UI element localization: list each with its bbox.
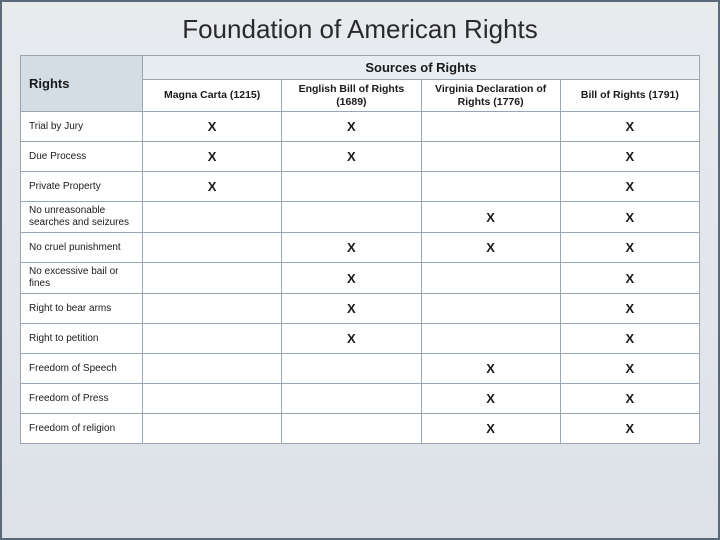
cell-mark: [143, 384, 282, 414]
cell-mark: [421, 263, 560, 294]
cell-mark: X: [560, 263, 699, 294]
row-label: Right to petition: [21, 324, 143, 354]
cell-mark: X: [560, 233, 699, 263]
cell-mark: X: [143, 142, 282, 172]
cell-mark: [143, 294, 282, 324]
cell-mark: X: [282, 324, 421, 354]
row-label: No cruel punishment: [21, 233, 143, 263]
table-row: Trial by JuryXXX: [21, 112, 700, 142]
col-english-bill: English Bill of Rights (1689): [282, 80, 421, 112]
cell-mark: X: [560, 294, 699, 324]
row-label: Freedom of Speech: [21, 354, 143, 384]
table-row: Due ProcessXXX: [21, 142, 700, 172]
cell-mark: [282, 202, 421, 233]
cell-mark: [143, 233, 282, 263]
table-row: Freedom of Speech XX: [21, 354, 700, 384]
row-label: Trial by Jury: [21, 112, 143, 142]
row-label: Freedom of Press: [21, 384, 143, 414]
header-rights: Rights: [21, 56, 143, 112]
table-row: Right to bear arms X X: [21, 294, 700, 324]
cell-mark: X: [421, 384, 560, 414]
cell-mark: [143, 263, 282, 294]
cell-mark: X: [560, 142, 699, 172]
cell-mark: X: [560, 354, 699, 384]
table-row: Freedom of religion XX: [21, 414, 700, 444]
cell-mark: [143, 354, 282, 384]
table-row: Freedom of Press XX: [21, 384, 700, 414]
cell-mark: [143, 202, 282, 233]
cell-mark: [421, 324, 560, 354]
col-magna-carta: Magna Carta (1215): [143, 80, 282, 112]
cell-mark: [421, 294, 560, 324]
table-row: Private PropertyXX: [21, 172, 700, 202]
table-row: No unreasonable searches and seizures XX: [21, 202, 700, 233]
cell-mark: X: [282, 233, 421, 263]
cell-mark: X: [560, 112, 699, 142]
row-label: No unreasonable searches and seizures: [21, 202, 143, 233]
cell-mark: X: [560, 324, 699, 354]
cell-mark: X: [421, 354, 560, 384]
cell-mark: [421, 142, 560, 172]
cell-mark: X: [421, 202, 560, 233]
cell-mark: [282, 414, 421, 444]
col-bill-of-rights: Bill of Rights (1791): [560, 80, 699, 112]
cell-mark: X: [143, 112, 282, 142]
table-row: Right to petition X X: [21, 324, 700, 354]
cell-mark: [143, 324, 282, 354]
cell-mark: X: [560, 384, 699, 414]
row-label: Freedom of religion: [21, 414, 143, 444]
row-label: Due Process: [21, 142, 143, 172]
cell-mark: X: [421, 233, 560, 263]
row-label: Right to bear arms: [21, 294, 143, 324]
row-label: Private Property: [21, 172, 143, 202]
cell-mark: X: [421, 414, 560, 444]
cell-mark: [282, 172, 421, 202]
cell-mark: X: [560, 172, 699, 202]
col-virginia-declaration: Virginia Declaration of Rights (1776): [421, 80, 560, 112]
cell-mark: X: [282, 142, 421, 172]
cell-mark: X: [560, 202, 699, 233]
page-title: Foundation of American Rights: [20, 14, 700, 45]
cell-mark: X: [282, 294, 421, 324]
cell-mark: X: [282, 263, 421, 294]
rights-table: Rights Sources of Rights Magna Carta (12…: [20, 55, 700, 444]
cell-mark: X: [560, 414, 699, 444]
header-sources: Sources of Rights: [143, 56, 700, 80]
cell-mark: [282, 354, 421, 384]
cell-mark: [143, 414, 282, 444]
row-label: No excessive bail or fines: [21, 263, 143, 294]
table-row: No excessive bail or fines X X: [21, 263, 700, 294]
cell-mark: X: [282, 112, 421, 142]
cell-mark: [421, 112, 560, 142]
cell-mark: X: [143, 172, 282, 202]
cell-mark: [421, 172, 560, 202]
table-row: No cruel punishmentXXX: [21, 233, 700, 263]
cell-mark: [282, 384, 421, 414]
